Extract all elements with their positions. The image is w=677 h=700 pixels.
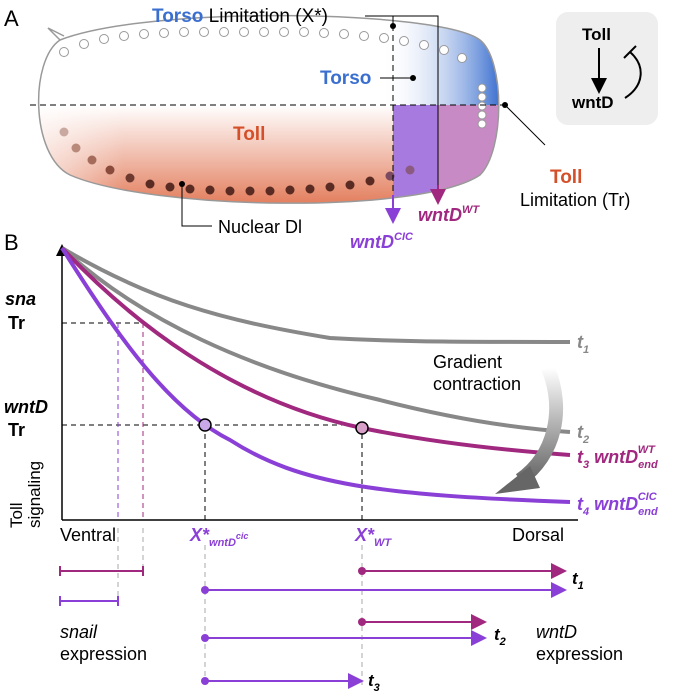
- wntd-tr: Tr: [8, 420, 25, 440]
- text: CIC: [638, 491, 658, 503]
- text: t: [577, 332, 584, 352]
- torso-label: Torso: [320, 68, 371, 89]
- text: t: [577, 494, 584, 514]
- text: CIC: [394, 231, 414, 243]
- nuclear-dl: Nuclear Dl: [218, 217, 302, 237]
- text: wntD: [594, 494, 638, 514]
- text: 3: [374, 682, 380, 694]
- text: t: [572, 569, 579, 588]
- text: expression: [60, 644, 147, 664]
- text: 2: [582, 434, 589, 446]
- text: contraction: [433, 374, 521, 394]
- curve-label: t1: [577, 332, 589, 356]
- torso-limitation: Torso Limitation (X*): [152, 6, 328, 27]
- snail-wt-range: [59, 566, 144, 576]
- wntd-tr-label: wntD: [4, 397, 48, 417]
- sna-tr: Tr: [8, 313, 25, 333]
- text: wntD: [350, 232, 394, 252]
- dot: [358, 567, 366, 575]
- inset-wntd: wntD: [571, 93, 614, 112]
- dot: [179, 181, 185, 187]
- panel-label: A: [4, 6, 19, 31]
- curve-label: t3 wntDend WT: [577, 444, 658, 471]
- contraction-arrowhead: [495, 466, 540, 494]
- text: end: [638, 506, 658, 518]
- text: signaling: [25, 461, 44, 528]
- filled-nuclei: [59, 127, 415, 196]
- sna-label: sna: [5, 289, 36, 309]
- x-wt-label: X*WT: [354, 525, 392, 549]
- text: wntD: [536, 622, 577, 642]
- dot: [201, 634, 209, 642]
- text: wntD: [594, 447, 638, 467]
- dot: [201, 586, 209, 594]
- text: Torso: [152, 6, 203, 27]
- text: 1: [578, 580, 584, 592]
- dorsal-label: Dorsal: [512, 525, 564, 545]
- text: 3: [583, 459, 589, 471]
- text: t: [577, 447, 584, 467]
- snail-cic-range: [59, 596, 119, 606]
- text: wntD: [209, 537, 236, 549]
- toll-limitation-text: Limitation (Tr): [520, 190, 630, 210]
- time-label: t3: [368, 671, 380, 694]
- x-cic-label: X*wntDcic: [189, 525, 248, 549]
- text: X*: [354, 525, 375, 545]
- dot: [390, 23, 396, 29]
- text: expression: [536, 644, 623, 664]
- annotation: Gradient contraction: [433, 352, 521, 394]
- text: t: [577, 422, 584, 442]
- text: 4: [582, 506, 589, 518]
- text: X*: [189, 525, 210, 545]
- toll-label: Toll: [233, 124, 265, 145]
- text: WT: [638, 444, 656, 456]
- text: t: [368, 671, 375, 690]
- text: WT: [462, 204, 480, 216]
- curve-t4: [60, 246, 571, 504]
- text: snail: [60, 622, 98, 642]
- text: Limitation (X*): [209, 6, 328, 27]
- embryo-outline: [37, 14, 500, 204]
- wntd-wt: wntDWT: [418, 204, 480, 225]
- guide-lines: [117, 528, 363, 685]
- crossing-wt: [355, 421, 369, 435]
- text: 1: [583, 344, 589, 356]
- text: t: [494, 625, 501, 644]
- time-label: t1: [572, 569, 584, 592]
- text: Toll: [7, 502, 26, 528]
- text: 2: [499, 636, 506, 648]
- inset-inhibit: [623, 45, 642, 99]
- contraction-arrow: [515, 365, 564, 486]
- panel-label: B: [4, 230, 19, 255]
- dot: [502, 102, 508, 108]
- crossing-cic: [198, 418, 212, 432]
- threshold-lines: [62, 322, 362, 426]
- curve-label: t4 wntDend CIC: [577, 491, 658, 518]
- inset-box: [556, 12, 658, 125]
- open-nuclei: [59, 27, 487, 129]
- leader: [504, 104, 546, 146]
- wntd-expression: wntD expression: [536, 622, 623, 664]
- text: wntD: [418, 205, 462, 225]
- x-lines: [204, 425, 363, 520]
- text: WT: [374, 537, 392, 549]
- curve-t1: [60, 246, 571, 344]
- curve-t3: [60, 246, 571, 457]
- text: end: [638, 459, 658, 471]
- toll-limitation-title: Toll: [550, 167, 582, 188]
- text: cic: [236, 531, 249, 541]
- curve-label: t2: [577, 422, 589, 446]
- text: Gradient: [433, 352, 502, 372]
- inset-toll: Toll: [582, 25, 611, 44]
- snail-expression: snail expression: [60, 622, 147, 664]
- time-label: t2: [494, 625, 506, 648]
- curve-t2: [60, 246, 571, 434]
- wntd-cic: wntDCIC: [350, 231, 414, 252]
- dot: [201, 677, 209, 685]
- leader: [181, 184, 212, 227]
- dot: [358, 618, 366, 626]
- y-axis-label: Tollsignaling: [7, 461, 44, 528]
- ventral-label: Ventral: [60, 525, 116, 545]
